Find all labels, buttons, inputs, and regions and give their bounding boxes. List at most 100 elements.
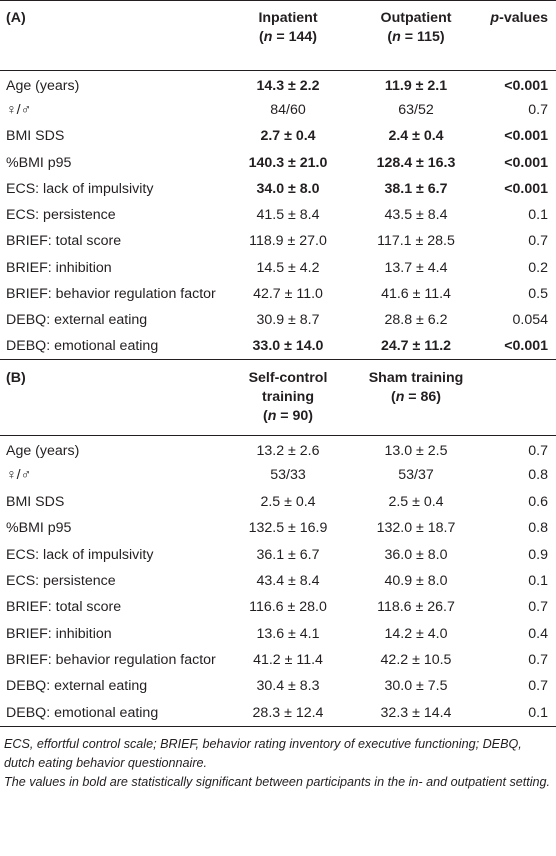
col3-value: 118.6 ± 26.7 (377, 599, 455, 616)
table-row: DEBQ: external eating 30.9 ± 8.7 28.8 ± 6.… (0, 307, 556, 333)
p-value: 0.8 (528, 467, 548, 484)
part-b-header-row: (B) Self-control training (n = 90) Sham … (0, 359, 556, 436)
self-control-header-line2: training (261, 389, 315, 406)
p-value: 0.8 (528, 520, 548, 537)
abbreviation-note: ECS, effortful control scale; BRIEF, beh… (4, 736, 522, 770)
col3-value: 36.0 ± 8.0 (384, 546, 448, 563)
part-b-p-header (480, 360, 556, 436)
inpatient-header-title: Inpatient (258, 10, 318, 26)
col2-value: 84/60 (270, 101, 306, 118)
table-footnotes: ECS, effortful control scale; BRIEF, beh… (0, 727, 556, 792)
table-row: BMI SDS 2.5 ± 0.4 2.5 ± 0.4 0.6 (0, 489, 556, 515)
col2-value: 30.4 ± 8.3 (256, 678, 320, 695)
row-label: Age (years) (6, 77, 80, 94)
col3-value: 13.7 ± 4.4 (384, 259, 448, 276)
col2-value: 43.4 ± 8.4 (256, 572, 320, 589)
sham-training-header-title: Sham training (368, 370, 464, 387)
table-row: ECS: persistence 41.5 ± 8.4 43.5 ± 8.4 0.1 (0, 202, 556, 228)
table-row: ECS: lack of impulsivity 34.0 ± 8.0 38.1 ±… (0, 176, 556, 202)
p-value: <0.001 (504, 154, 548, 171)
row-label: DEBQ: external eating (6, 678, 148, 695)
row-label: BRIEF: total score (6, 233, 122, 250)
col3-value: 32.3 ± 14.4 (380, 704, 452, 721)
col3-value: 41.6 ± 11.4 (381, 286, 451, 303)
p-value: 0.7 (528, 101, 548, 118)
p-value: 0.7 (528, 678, 548, 695)
p-value: 0.5 (528, 286, 548, 303)
col2-value: 41.5 ± 8.4 (256, 207, 320, 224)
bold-values-note: The values in bold are statistically sig… (4, 774, 551, 789)
col3-value: 43.5 ± 8.4 (384, 207, 448, 224)
col2-value: 2.5 ± 0.4 (260, 493, 316, 510)
col3-value: 40.9 ± 8.0 (384, 572, 448, 589)
self-control-header-line1: Self-control (248, 370, 328, 387)
row-label: BRIEF: behavior regulation factor (6, 286, 216, 303)
row-label: ECS: lack of impulsivity (6, 180, 154, 197)
outpatient-header-title: Outpatient (380, 10, 452, 26)
table-row: BRIEF: total score 116.6 ± 28.0 118.6 ± 26… (0, 594, 556, 620)
col2-value: 132.5 ± 16.9 (248, 520, 328, 537)
col2-value: 13.6 ± 4.1 (256, 625, 320, 642)
col3-value: 117.1 ± 28.5 (377, 233, 455, 250)
col3-value: 42.2 ± 10.5 (380, 652, 452, 669)
col2-value: 2.7 ± 0.4 (260, 128, 316, 145)
table-row: Age (years) 13.2 ± 2.6 13.0 ± 2.5 0.7 (0, 436, 556, 462)
p-values-header: p-values (490, 10, 548, 26)
col3-value: 30.0 ± 7.5 (384, 678, 448, 695)
sham-training-header-n: (n = 86) (390, 389, 442, 406)
part-b-body: (B) Self-control training (n = 90) Sham … (0, 359, 556, 727)
table-row: BRIEF: total score 118.9 ± 27.0 117.1 ± 28… (0, 228, 556, 254)
table-row: BRIEF: inhibition 13.6 ± 4.1 14.2 ± 4.0 0.4 (0, 621, 556, 647)
p-value: 0.4 (528, 625, 548, 642)
table-row: ♀/♂ 84/60 63/52 0.7 (0, 97, 556, 123)
table-container: (A) Inpatient (n = 144) Outpatient (n = … (0, 0, 556, 792)
p-value: 0.9 (528, 546, 548, 563)
data-table: (A) Inpatient (n = 144) Outpatient (n = … (0, 0, 556, 727)
col3-value: 11.9 ± 2.1 (384, 77, 448, 94)
col3-value: 53/37 (398, 467, 434, 484)
outpatient-header: Outpatient (n = 115) (352, 1, 480, 71)
row-label: ECS: persistence (6, 572, 116, 589)
table-row: ECS: persistence 43.4 ± 8.4 40.9 ± 8.0 0.1 (0, 568, 556, 594)
part-a-header-row: (A) Inpatient (n = 144) Outpatient (n = … (0, 0, 556, 71)
col3-value: 63/52 (398, 101, 434, 118)
table-row: ♀/♂ 53/33 53/37 0.8 (0, 462, 556, 488)
col2-value: 118.9 ± 27.0 (249, 233, 327, 250)
p-value: <0.001 (504, 338, 548, 355)
p-value: 0.054 (512, 312, 548, 329)
col3-value: 13.0 ± 2.5 (384, 443, 448, 460)
row-label: %BMI p95 (6, 520, 72, 537)
p-value: 0.7 (528, 443, 548, 460)
p-value: 0.7 (528, 652, 548, 669)
part-a-label: (A) (6, 10, 26, 26)
col2-value: 42.7 ± 11.0 (253, 286, 323, 303)
inpatient-header-n: (n = 144) (259, 29, 317, 45)
p-value: 0.1 (528, 704, 548, 721)
table-row: BMI SDS 2.7 ± 0.4 2.4 ± 0.4 <0.001 (0, 123, 556, 149)
col2-value: 33.0 ± 14.0 (252, 338, 324, 355)
part-a-body: (A) Inpatient (n = 144) Outpatient (n = … (0, 0, 556, 360)
p-value: 0.7 (528, 599, 548, 616)
col3-value: 2.4 ± 0.4 (388, 128, 444, 145)
row-label: DEBQ: emotional eating (6, 704, 159, 721)
row-label: Age (years) (6, 443, 80, 460)
col3-value: 24.7 ± 11.2 (380, 338, 452, 355)
row-label: DEBQ: external eating (6, 312, 148, 329)
row-label: BMI SDS (6, 493, 65, 510)
table-row: %BMI p95 132.5 ± 16.9 132.0 ± 18.7 0.8 (0, 515, 556, 541)
col2-value: 140.3 ± 21.0 (248, 154, 328, 171)
p-value: 0.2 (528, 259, 548, 276)
row-label: ♀/♂ (6, 101, 32, 118)
table-row: DEBQ: external eating 30.4 ± 8.3 30.0 ± 7.… (0, 673, 556, 699)
table-row: DEBQ: emotional eating 33.0 ± 14.0 24.7 ± … (0, 333, 556, 360)
p-value: 0.7 (528, 233, 548, 250)
table-row: BRIEF: behavior regulation factor 41.2 ± … (0, 647, 556, 673)
col2-value: 28.3 ± 12.4 (252, 704, 324, 721)
col2-value: 53/33 (270, 467, 306, 484)
p-value: 0.1 (528, 572, 548, 589)
row-label: BRIEF: inhibition (6, 259, 112, 276)
inpatient-header: Inpatient (n = 144) (224, 1, 352, 71)
self-control-header-n: (n = 90) (262, 408, 314, 425)
row-label: BRIEF: total score (6, 599, 122, 616)
col3-value: 2.5 ± 0.4 (388, 493, 444, 510)
